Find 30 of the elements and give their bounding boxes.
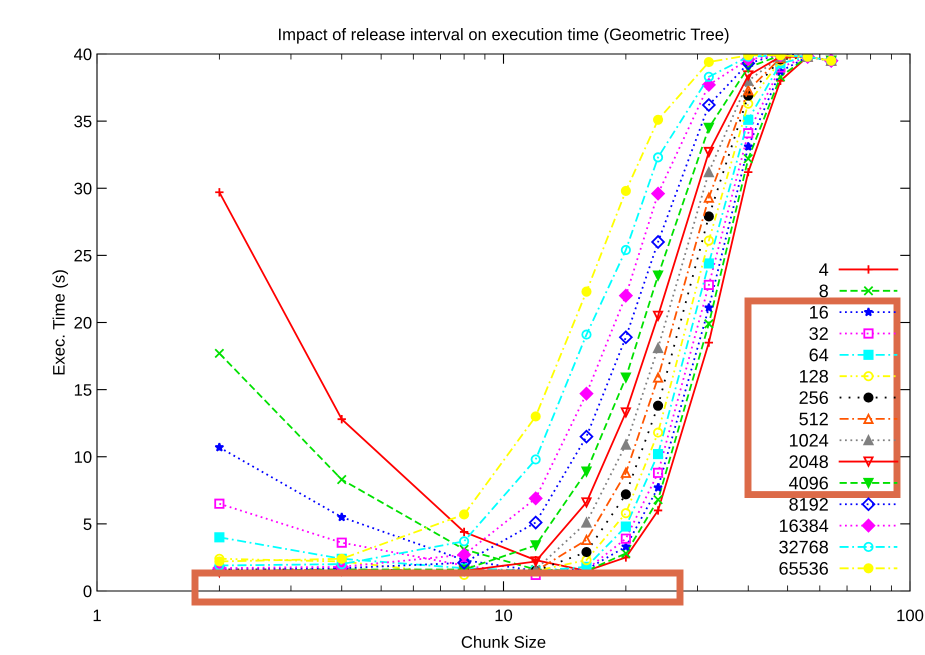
legend-label: 65536: [779, 562, 828, 575]
legend-label: 4096: [789, 476, 828, 490]
legend-label: 1024: [790, 434, 828, 447]
y-tick-label: 10: [74, 451, 92, 463]
y-tick-label: 15: [74, 384, 92, 396]
x-axis-title: Chunk Size: [462, 636, 546, 648]
legend-label: 8: [819, 284, 828, 298]
x-tick-label: 10: [496, 609, 512, 622]
legend-label: 32: [809, 327, 828, 340]
legend-label: 64: [810, 348, 828, 362]
y-tick-label: 30: [74, 182, 92, 194]
y-tick-label: 35: [74, 116, 92, 128]
legend-label: 16: [810, 306, 828, 319]
legend-label: 512: [799, 412, 828, 426]
y-tick-label: 0: [84, 585, 92, 598]
legend-label: 4: [819, 263, 828, 276]
x-tick-label: 1: [94, 610, 101, 622]
legend-label: 32768: [779, 540, 828, 554]
y-axis-title: Exec. Time (s): [52, 270, 68, 374]
legend-label: 8192: [789, 498, 828, 511]
y-tick-label: 40: [74, 48, 92, 60]
legend-label: 256: [800, 391, 828, 404]
legend-label: 128: [800, 370, 828, 383]
y-tick-label: 25: [74, 250, 92, 262]
chart-title: Impact of release interval on execution time (Geometric Tree): [279, 28, 729, 44]
legend-label: 16384: [780, 519, 828, 532]
y-tick-label: 20: [74, 316, 92, 329]
y-tick-label: 5: [84, 518, 92, 530]
legend-label: 2048: [789, 455, 828, 468]
x-tick-label: 100: [897, 609, 924, 622]
